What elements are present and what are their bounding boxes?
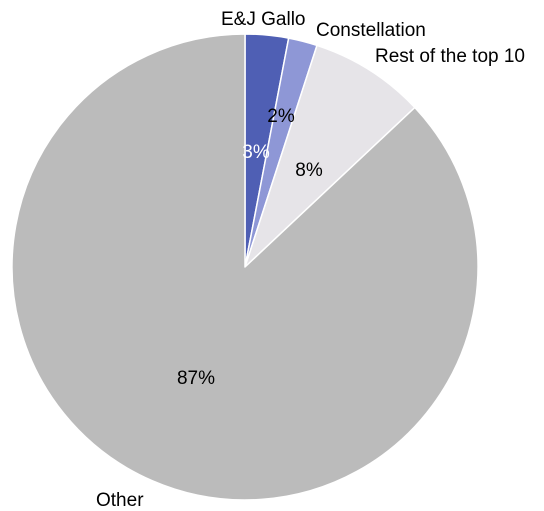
category-label: Rest of the top 10	[375, 46, 525, 67]
category-label: Constellation	[316, 20, 426, 41]
value-label: 87%	[177, 368, 215, 389]
pie-slice-rest-of-the-top-10	[244, 44, 416, 268]
value-label: 8%	[295, 160, 323, 181]
value-labels: 3% 2% 8% 87%	[177, 106, 323, 389]
value-label: 2%	[267, 106, 295, 127]
value-label: 3%	[242, 142, 270, 163]
category-labels: E&J Gallo Constellation Rest of the top 10…	[96, 9, 525, 511]
category-label: E&J Gallo	[221, 9, 305, 30]
category-label: Other	[96, 490, 144, 511]
pie-slice-other	[11, 33, 479, 501]
pie-slices	[11, 33, 479, 501]
